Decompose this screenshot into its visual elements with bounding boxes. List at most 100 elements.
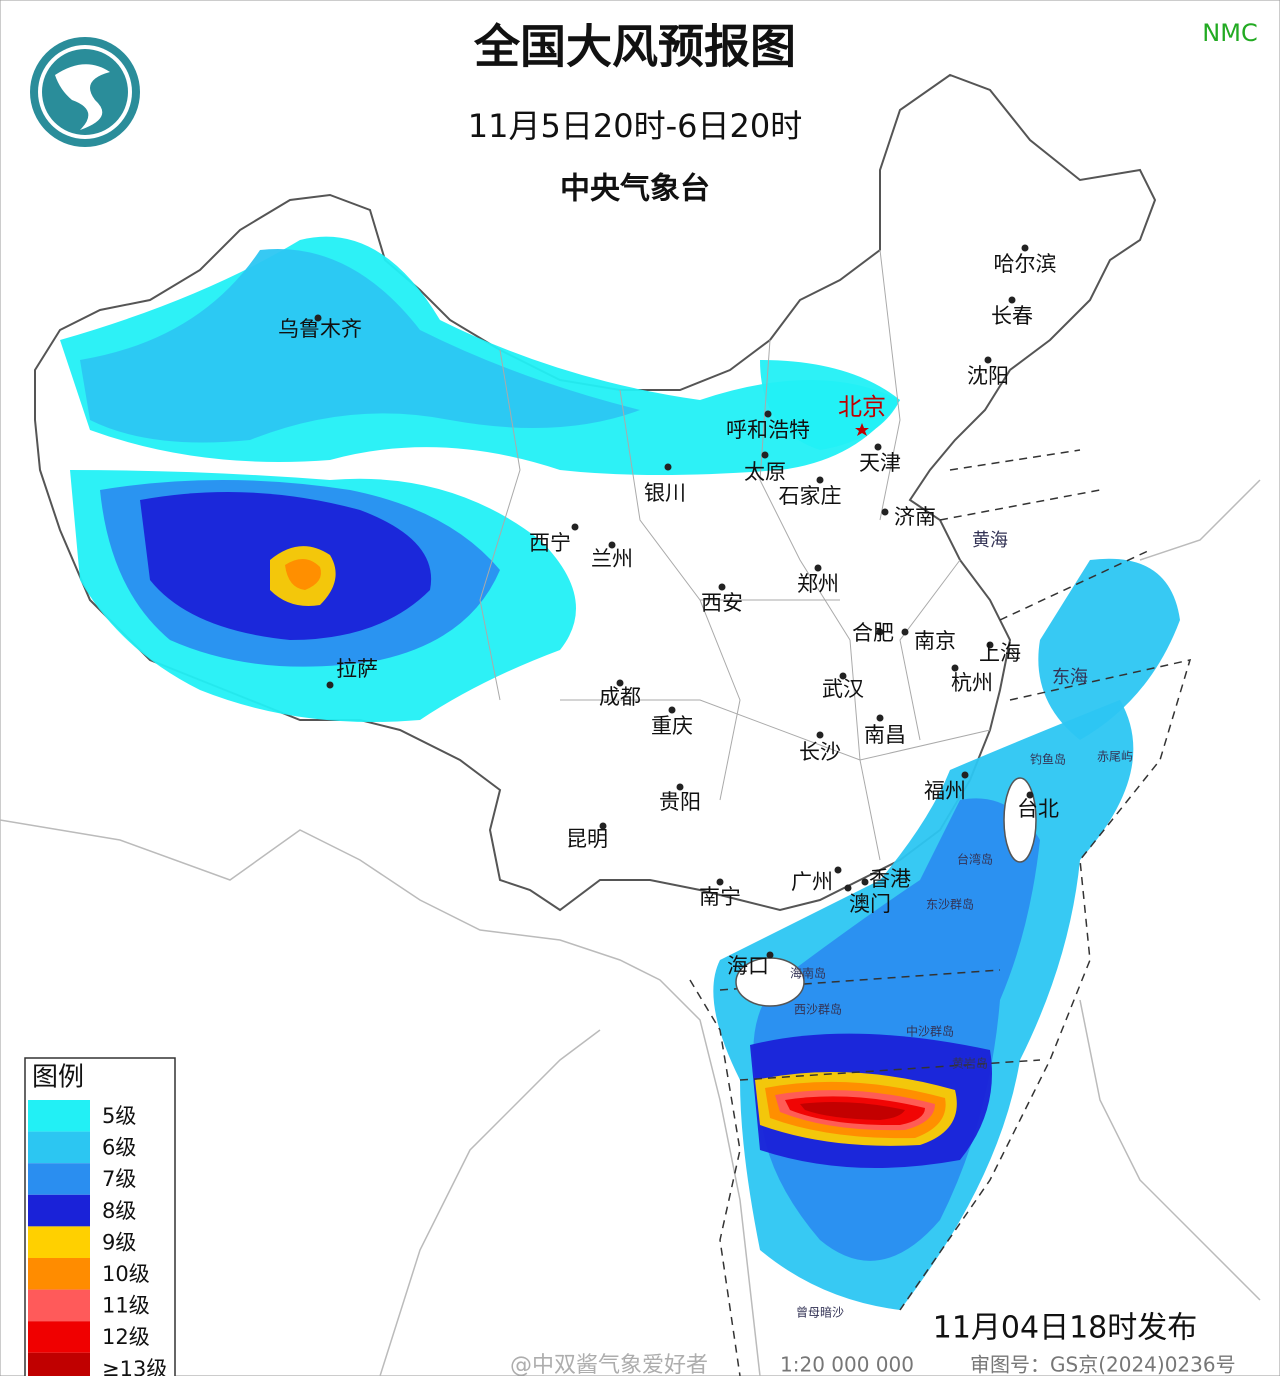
city-dot (1008, 296, 1016, 304)
city-dot (861, 878, 869, 886)
city-label: 贵阳 (659, 790, 701, 814)
city-label: 天津 (859, 451, 901, 475)
agency-mark: NMC (1202, 19, 1257, 47)
legend-swatch (28, 1289, 90, 1322)
legend-label: 5级 (102, 1104, 136, 1128)
city-label: 拉萨 (336, 657, 378, 681)
sea-boundary (689, 449, 1192, 1376)
city-label: 呼和浩特 (726, 418, 810, 442)
legend-title: 图例 (32, 1063, 84, 1093)
legend-swatch (28, 1226, 90, 1258)
logo (30, 37, 140, 147)
city-dot (668, 706, 676, 714)
taiwan-island (1003, 777, 1037, 863)
city-label: 上海 (979, 641, 1021, 665)
legend-swatch (28, 1258, 90, 1290)
city-dot (876, 628, 884, 636)
city-dot (616, 679, 624, 687)
wind-area (800, 1102, 905, 1120)
city-label: 澳门 (849, 892, 891, 916)
city-label: 海口 (727, 954, 769, 978)
city-label: 南宁 (699, 885, 741, 909)
city-label: 长沙 (799, 740, 841, 764)
place-label: 中沙群岛 (906, 1024, 954, 1039)
title: 全国大风预报图 (473, 20, 796, 74)
legend-label: 12级 (102, 1325, 150, 1349)
city-label: 南京 (914, 629, 956, 653)
place-label: 钓鱼岛 (1030, 752, 1066, 767)
city-dot (1021, 244, 1029, 252)
legend: 图例 5级 6级 7级 8级 9级 10级 11级 12级 ≥13级 (24, 1057, 176, 1376)
city-dot (951, 664, 959, 672)
city-label: 济南 (894, 505, 936, 529)
place-label: 东沙群岛 (926, 897, 974, 912)
legend-label: 10级 (102, 1262, 150, 1286)
legend-swatch (28, 1352, 90, 1376)
map-scale: 1:20 000 000 (780, 1353, 914, 1376)
city-dot (816, 476, 824, 484)
wind-area (760, 360, 900, 450)
legend-swatch (28, 1194, 90, 1227)
province-lines (479, 249, 991, 861)
city-dot (761, 451, 769, 459)
city-dot (314, 314, 322, 322)
city-dot (984, 356, 992, 364)
legend-swatch (28, 1131, 90, 1164)
wind-area (285, 558, 321, 590)
city-dot (1026, 791, 1034, 799)
city-dot (326, 681, 334, 689)
city-dot (764, 410, 772, 418)
city-label: 香港 (869, 867, 911, 891)
city-dot (839, 672, 847, 680)
city-label: 武汉 (822, 677, 864, 701)
map-number: 审图号：GS京(2024)0236号 (970, 1353, 1236, 1376)
place-label: 赤尾屿 (1097, 750, 1133, 764)
place-label: 黄岩岛 (952, 1056, 988, 1071)
city-dot (718, 583, 726, 591)
place-label: 海南岛 (790, 966, 826, 981)
wind-area (80, 249, 640, 443)
city-label: 沈阳 (967, 364, 1009, 388)
city-label: 长春 (991, 304, 1033, 328)
place-label: 黄海 (972, 530, 1008, 551)
city-label: 福州 (924, 779, 966, 803)
city-label: 广州 (791, 870, 833, 894)
period: 11月5日20时-6日20时 (468, 107, 802, 145)
city-dot (664, 463, 672, 471)
city-label: 合肥 (852, 621, 894, 645)
city-label: 乌鲁木齐 (278, 317, 362, 341)
city-label: 石家庄 (779, 484, 842, 508)
legend-label: 11级 (102, 1294, 150, 1318)
city-dot (901, 628, 909, 636)
city-dot (608, 541, 616, 549)
city-dot (571, 523, 579, 531)
city-dot (716, 878, 724, 886)
city-dot (844, 884, 852, 892)
city-label: 银川 (644, 481, 686, 505)
city-label: 台北 (1017, 797, 1059, 821)
city-label: 成都 (599, 685, 641, 709)
city-dot (816, 731, 824, 739)
city-dot (834, 866, 842, 874)
legend-label: 7级 (102, 1167, 136, 1191)
legend-label: 8级 (102, 1199, 136, 1223)
legend-label: 6级 (102, 1136, 136, 1160)
legend-label: ≥13级 (102, 1357, 167, 1376)
watermark: @中双酱气象爱好者 (510, 1353, 708, 1376)
wind-area (1038, 558, 1180, 740)
city-label: 杭州 (951, 671, 993, 695)
city-dot (961, 771, 969, 779)
city-dot (876, 714, 884, 722)
capital-star (855, 423, 869, 436)
city-label: 兰州 (591, 547, 633, 571)
city-dot (986, 641, 994, 649)
place-label: 曾母暗沙 (796, 1305, 844, 1320)
city-label: 太原 (744, 460, 786, 484)
city-dot (599, 822, 607, 830)
legend-swatch (28, 1100, 90, 1132)
city-label: 南昌 (864, 723, 906, 747)
issued-time: 11月04日18时发布 (933, 1311, 1198, 1346)
legend-swatch (28, 1163, 90, 1195)
city-label: 西安 (701, 591, 743, 615)
